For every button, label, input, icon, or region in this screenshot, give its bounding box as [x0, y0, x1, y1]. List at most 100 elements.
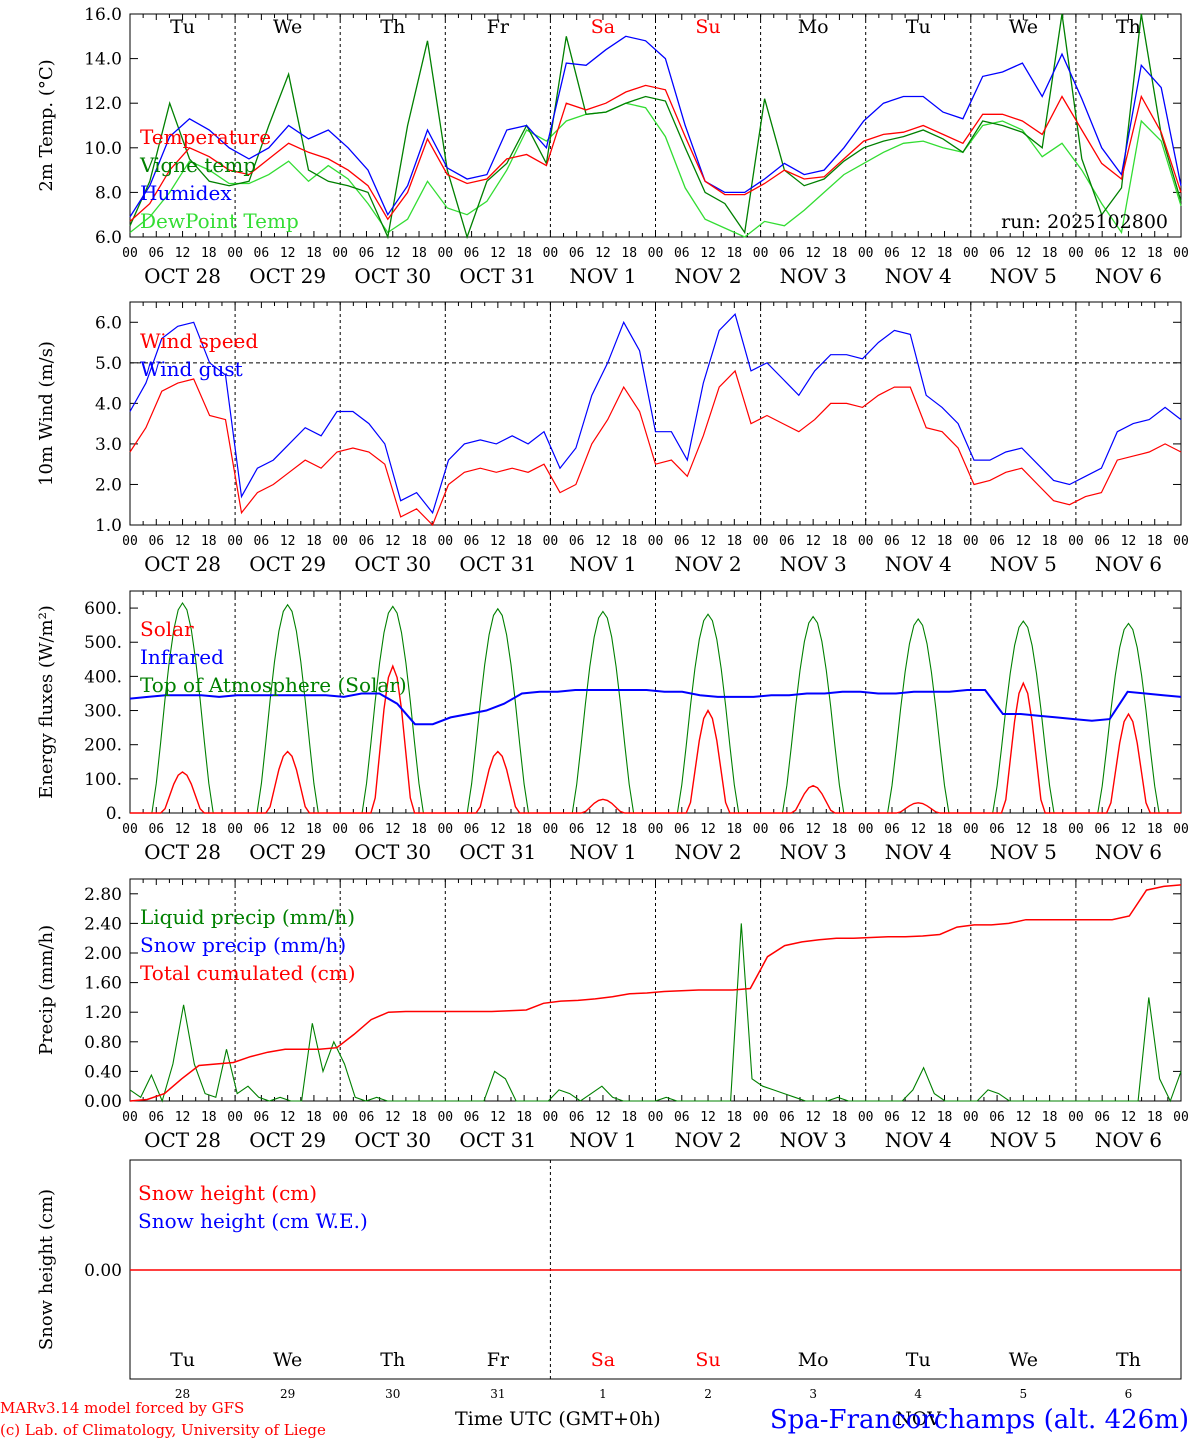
hour-tick-label: 00: [1173, 822, 1189, 837]
hour-tick-label: 12: [280, 246, 296, 261]
date-label: NOV 6: [1095, 552, 1162, 576]
date-label: NOV 2: [675, 840, 742, 864]
date-label: NOV 5: [990, 840, 1057, 864]
hour-tick-label: 12: [1121, 246, 1137, 261]
hour-tick-label: 06: [884, 246, 900, 261]
hour-tick-label: 06: [989, 534, 1005, 549]
hour-tick-label: 18: [937, 534, 953, 549]
y-tick-label: 2.40: [84, 914, 122, 934]
hour-tick-label: 00: [648, 1110, 664, 1125]
hour-tick-label: 06: [779, 822, 795, 837]
hour-tick-label: 06: [884, 1110, 900, 1125]
hour-tick-label: 18: [832, 1110, 848, 1125]
weekday-label: Tu: [906, 16, 931, 38]
y-tick-label: 1.60: [84, 974, 122, 994]
hour-tick-label: 06: [674, 246, 690, 261]
date-label: OCT 29: [249, 264, 326, 288]
y-tick-label: 2.00: [84, 944, 122, 964]
hour-tick-label: 18: [306, 822, 322, 837]
date-label: OCT 31: [459, 1128, 536, 1152]
wind-series: [129, 369, 1182, 527]
hour-tick-label: 18: [726, 1110, 742, 1125]
x-axis-label: Time UTC (GMT+0h): [455, 1408, 661, 1430]
hour-tick-label: 00: [227, 1110, 243, 1125]
date-label: OCT 28: [144, 264, 221, 288]
location-title: Spa-Francorchamps (alt. 426m): [770, 1405, 1189, 1435]
legend-entry: Infrared: [140, 645, 224, 669]
hour-tick-label: 00: [1173, 534, 1189, 549]
y-tick-label: 8.0: [95, 183, 122, 203]
bottom-month-label: NOV: [895, 1408, 941, 1430]
date-label: OCT 31: [459, 552, 536, 576]
hour-tick-label: 00: [227, 246, 243, 261]
hour-tick-label: 00: [437, 246, 453, 261]
date-label: NOV 3: [780, 552, 847, 576]
hour-tick-label: 18: [1042, 1110, 1058, 1125]
date-label: NOV 6: [1095, 264, 1162, 288]
hour-tick-label: 12: [595, 822, 611, 837]
bottom-day-label: 6: [1125, 1387, 1133, 1401]
hour-tick-label: 06: [254, 534, 270, 549]
hour-tick-label: 12: [385, 534, 401, 549]
hour-tick-label: 12: [805, 534, 821, 549]
hour-tick-label: 18: [516, 822, 532, 837]
hour-tick-label: 18: [937, 822, 953, 837]
hour-tick-label: 06: [989, 1110, 1005, 1125]
y-tick-label: 14.0: [84, 50, 122, 70]
hour-tick-label: 18: [306, 246, 322, 261]
bottom-day-label: 31: [490, 1387, 505, 1401]
hour-tick-label: 18: [937, 1110, 953, 1125]
y-tick-label: 6.0: [95, 313, 122, 333]
hour-tick-label: 06: [989, 822, 1005, 837]
date-label: NOV 1: [569, 552, 636, 576]
hour-tick-label: 00: [332, 1110, 348, 1125]
weekday-label: Tu: [170, 16, 195, 38]
hour-tick-label: 06: [359, 534, 375, 549]
weekday-label: We: [273, 1349, 302, 1371]
date-label: OCT 29: [249, 1128, 326, 1152]
weekday-label: Fr: [487, 1349, 510, 1371]
hour-tick-label: 12: [700, 1110, 716, 1125]
hour-tick-label: 12: [1121, 534, 1137, 549]
hour-tick-label: 00: [543, 534, 559, 549]
date-label: NOV 5: [990, 1128, 1057, 1152]
hour-tick-label: 00: [332, 822, 348, 837]
hour-tick-label: 18: [411, 1110, 427, 1125]
hour-tick-label: 00: [1173, 1110, 1189, 1125]
bottom-day-label: 3: [809, 1387, 817, 1401]
hour-tick-label: 18: [411, 246, 427, 261]
date-label: OCT 29: [249, 840, 326, 864]
date-label: NOV 4: [885, 552, 952, 576]
legend-entry: Solar: [140, 617, 194, 641]
hour-tick-label: 00: [227, 822, 243, 837]
bottom-day-label: 2: [704, 1387, 712, 1401]
hour-tick-label: 06: [464, 534, 480, 549]
weekday-label: Su: [695, 16, 720, 38]
y-tick-label: 200.: [84, 736, 122, 756]
hour-tick-label: 12: [1016, 246, 1032, 261]
hour-tick-label: 00: [753, 246, 769, 261]
hour-tick-label: 00: [437, 822, 453, 837]
hour-tick-label: 18: [1147, 822, 1163, 837]
wind-series: [129, 313, 1182, 515]
y-axis-label: 2m Temp. (°C): [36, 59, 57, 191]
hour-tick-label: 06: [1094, 822, 1110, 837]
hour-tick-label: 18: [1042, 822, 1058, 837]
hour-tick-label: 00: [1068, 246, 1084, 261]
hour-tick-label: 00: [543, 246, 559, 261]
weekday-label: Tu: [906, 1349, 931, 1371]
date-label: NOV 6: [1095, 1128, 1162, 1152]
y-axis-label: 10m Wind (m/s): [36, 341, 57, 486]
date-label: NOV 4: [885, 840, 952, 864]
y-tick-label: 6.0: [95, 228, 122, 248]
y-tick-label: 600.: [84, 599, 122, 619]
hour-tick-label: 18: [832, 534, 848, 549]
hour-tick-label: 18: [411, 822, 427, 837]
hour-tick-label: 06: [148, 246, 164, 261]
date-label: OCT 28: [144, 1128, 221, 1152]
hour-tick-label: 18: [1147, 534, 1163, 549]
hour-tick-label: 12: [175, 534, 191, 549]
date-label: OCT 30: [354, 1128, 431, 1152]
y-tick-label: 5.0: [95, 354, 122, 374]
date-label: OCT 28: [144, 552, 221, 576]
